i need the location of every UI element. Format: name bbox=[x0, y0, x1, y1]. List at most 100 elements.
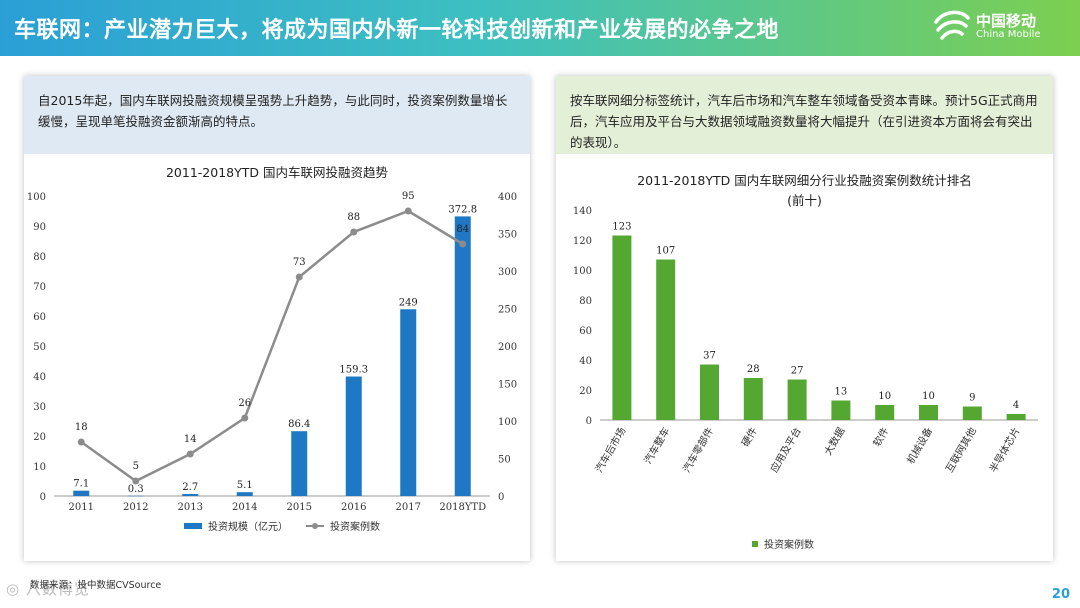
investment-bar bbox=[400, 309, 417, 496]
y-tick-label: 120 bbox=[573, 236, 592, 247]
case-count-point bbox=[241, 414, 249, 422]
y-left-tick-label: 30 bbox=[33, 402, 46, 413]
bar-value-label: 107 bbox=[656, 246, 675, 257]
segment-bar bbox=[743, 378, 763, 420]
legend-line-label: 投资案例数 bbox=[330, 522, 380, 533]
y-tick-label: 40 bbox=[579, 356, 592, 367]
watermark: ◎ 八数博览 bbox=[6, 580, 90, 598]
segment-bar bbox=[962, 406, 982, 420]
y-right-tick-label: 200 bbox=[498, 342, 517, 353]
left-chart-title: 2011-2018YTD 国内车联网投融资趋势 bbox=[165, 165, 388, 180]
x-tick-label: 2011 bbox=[69, 502, 94, 513]
legend-bar-label: 投资规模（亿元） bbox=[208, 522, 288, 533]
x-tick-label: 硬件 bbox=[740, 426, 760, 449]
line-value-label: 73 bbox=[293, 257, 306, 268]
y-right-tick-label: 350 bbox=[498, 230, 517, 241]
y-left-tick-label: 0 bbox=[40, 492, 46, 503]
x-tick-label: 2016 bbox=[341, 502, 366, 513]
segment-ranking-chart: 0 20 40 60 80 100 120 140 123 汽车后市场 107 汽车整车 37 汽车零部件… bbox=[573, 206, 1038, 475]
y-left-tick-label: 20 bbox=[33, 432, 46, 443]
x-tick-label: 软件 bbox=[870, 425, 891, 449]
y-right-tick-label: 400 bbox=[498, 192, 517, 203]
bar-value-label: 13 bbox=[835, 387, 848, 398]
segment-bar bbox=[875, 405, 895, 420]
bar-value-label: 4 bbox=[1013, 400, 1019, 411]
right-legend: 投资案例数 bbox=[752, 536, 814, 551]
segment-bar bbox=[787, 379, 807, 420]
bar-value-label: 0.3 bbox=[128, 484, 144, 495]
y-right-tick-label: 300 bbox=[498, 267, 517, 278]
case-count-point bbox=[350, 228, 358, 236]
right-chart-subtitle: (前十) bbox=[787, 193, 822, 208]
investment-bar bbox=[454, 216, 471, 496]
bar-value-label: 123 bbox=[612, 222, 631, 233]
left-intro-box: 自2015年起，国内车联网投融资规模呈强势上升趋势，与此同时，投资案例数量增长缓… bbox=[24, 76, 530, 154]
bar-value-label: 2.7 bbox=[182, 482, 198, 493]
investment-bar bbox=[345, 376, 362, 496]
x-tick-label: 机械设备 bbox=[904, 425, 935, 466]
x-tick-label: 大数据 bbox=[821, 425, 847, 457]
investment-bar bbox=[127, 495, 144, 497]
y-tick-label: 100 bbox=[573, 266, 592, 277]
x-tick-label: 应用及平台 bbox=[767, 425, 803, 475]
y-right-tick-label: 50 bbox=[498, 455, 511, 466]
investment-bar bbox=[182, 493, 199, 496]
x-tick-label: 2013 bbox=[178, 502, 203, 513]
china-mobile-logo: 中国移动 China Mobile bbox=[932, 8, 1062, 48]
bar-value-label: 10 bbox=[878, 391, 891, 402]
segment-bar bbox=[656, 259, 676, 420]
line-value-label: 26 bbox=[238, 398, 251, 409]
case-count-point bbox=[186, 450, 194, 458]
case-count-line bbox=[80, 209, 464, 483]
investment-bar bbox=[291, 431, 308, 496]
header-banner: 车联网：产业潜力巨大，将成为国内外新一轮科技创新和产业发展的必争之地 中国移动 … bbox=[0, 0, 1080, 56]
y-left-tick-label: 60 bbox=[33, 312, 46, 323]
right-chart-title: 2011-2018YTD 国内车联网细分行业投融资案例数统计排名 bbox=[637, 173, 972, 188]
y-right-tick-label: 150 bbox=[498, 380, 517, 391]
x-tick-label: 半导体芯片 bbox=[986, 425, 1022, 475]
investment-bar bbox=[73, 490, 90, 496]
bar-value-label: 37 bbox=[703, 351, 716, 362]
x-tick-label: 汽车后市场 bbox=[592, 425, 628, 475]
line-value-label: 18 bbox=[75, 422, 88, 433]
case-count-point bbox=[77, 438, 85, 446]
case-count-point bbox=[404, 207, 412, 215]
y-tick-label: 60 bbox=[579, 326, 592, 337]
line-value-label: 84 bbox=[456, 224, 469, 235]
bar-value-label: 10 bbox=[922, 391, 935, 402]
y-left-tick-label: 70 bbox=[33, 282, 46, 293]
segment-bar bbox=[1006, 414, 1026, 420]
segment-bar bbox=[831, 400, 851, 420]
y-left-tick-label: 80 bbox=[33, 252, 46, 263]
investment-trend-chart: 0 10 20 30 40 50 60 70 80 90 100 0 50 100 150 200 250 300… bbox=[27, 191, 517, 513]
x-tick-label: 2018YTD bbox=[439, 502, 486, 513]
line-value-label: 95 bbox=[402, 191, 415, 202]
segment-bar bbox=[700, 364, 719, 420]
page-title: 车联网：产业潜力巨大，将成为国内外新一轮科技创新和产业发展的必争之地 bbox=[14, 18, 780, 43]
y-right-tick-label: 250 bbox=[498, 305, 517, 316]
y-left-tick-label: 50 bbox=[33, 342, 46, 353]
line-value-label: 14 bbox=[184, 434, 197, 445]
bar-value-label: 27 bbox=[791, 366, 804, 377]
line-value-label: 5 bbox=[133, 461, 139, 472]
logo-text-cn: 中国移动 bbox=[976, 12, 1037, 30]
bar-value-label: 86.4 bbox=[288, 419, 310, 430]
x-tick-label: 互联网其他 bbox=[943, 425, 979, 475]
x-tick-label: 汽车零部件 bbox=[680, 425, 716, 475]
right-panel: 按车联网细分标签统计，汽车后市场和汽车整车领域备受资本青睐。预计5G正式商用后，… bbox=[556, 76, 1053, 561]
y-tick-label: 140 bbox=[573, 206, 592, 217]
y-right-tick-label: 100 bbox=[498, 417, 517, 428]
x-tick-label: 汽车整车 bbox=[641, 425, 672, 466]
page-number: 20 bbox=[1051, 587, 1070, 602]
y-left-tick-label: 90 bbox=[33, 222, 46, 233]
logo-text-en: China Mobile bbox=[976, 29, 1041, 40]
bar-value-label: 9 bbox=[969, 393, 975, 404]
x-tick-label: 2017 bbox=[396, 502, 421, 513]
bar-value-label: 372.8 bbox=[448, 204, 477, 215]
legend-line-swatch bbox=[306, 522, 324, 529]
right-intro-box: 按车联网细分标签统计，汽车后市场和汽车整车领域备受资本青睐。预计5G正式商用后，… bbox=[556, 76, 1053, 154]
bar-value-label: 159.3 bbox=[339, 365, 368, 376]
y-tick-label: 80 bbox=[579, 296, 592, 307]
case-count-point bbox=[132, 477, 140, 485]
y-tick-label: 20 bbox=[579, 386, 592, 397]
